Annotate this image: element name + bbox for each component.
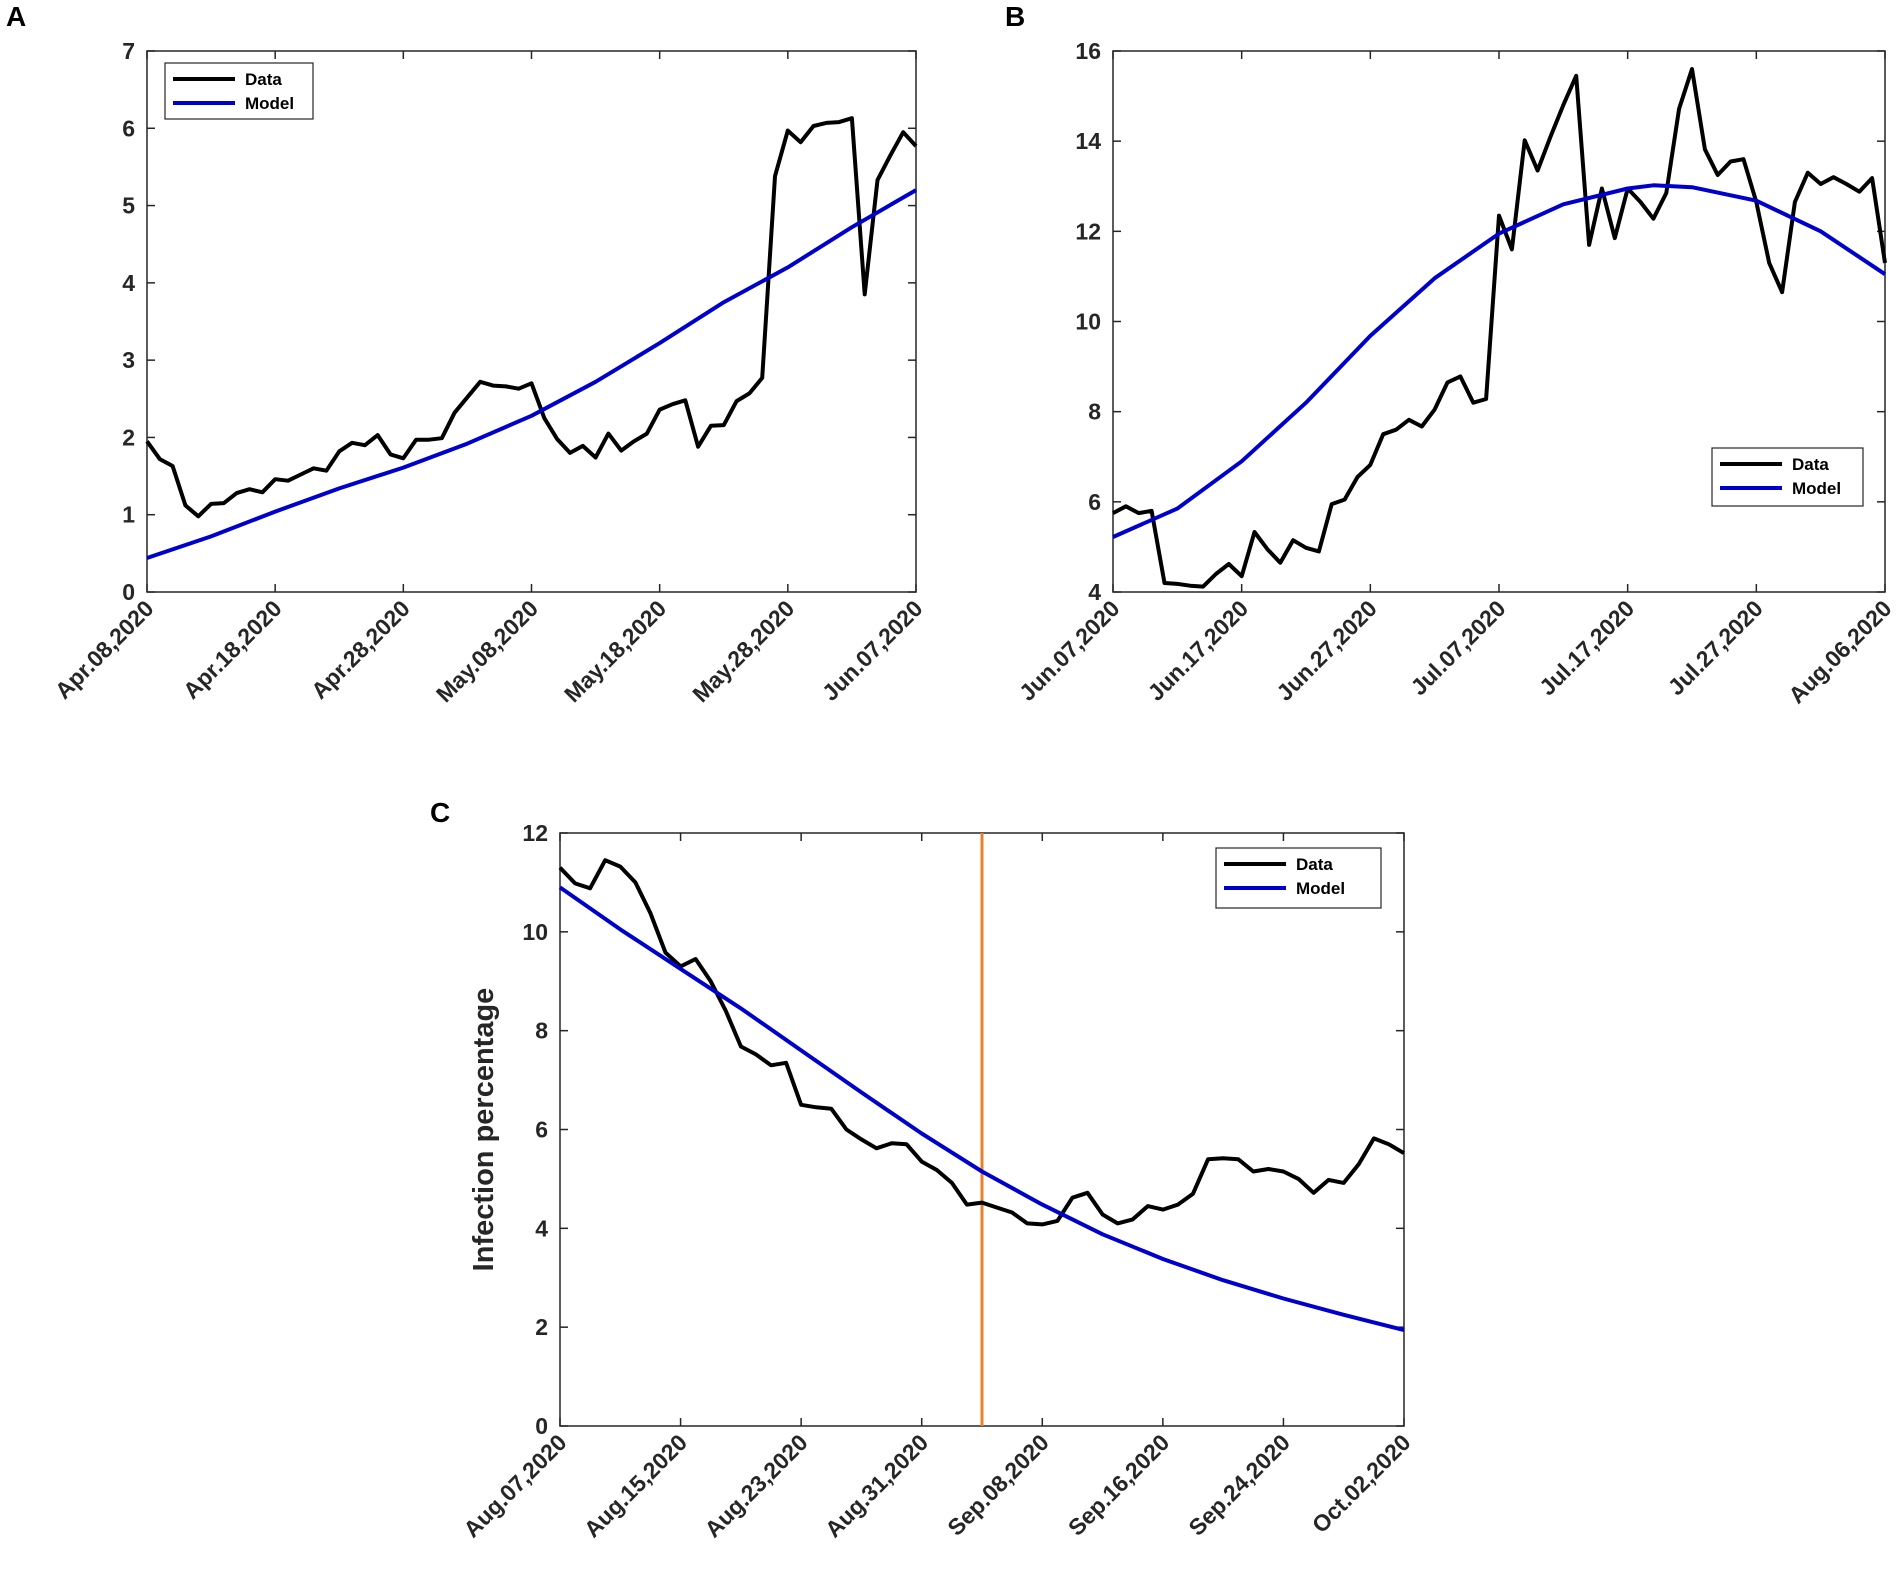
panel-c-xtick-label: Aug.31,2020 bbox=[820, 1429, 933, 1542]
panel-c-series-model bbox=[558, 885, 1405, 1333]
panel-c-ytick-label: 8 bbox=[535, 1018, 548, 1044]
panel-a-xtick-label: May.18,2020 bbox=[559, 595, 671, 707]
panel-a-xtick-label: May.28,2020 bbox=[687, 595, 799, 707]
panel-a-ytick-label: 1 bbox=[122, 502, 135, 528]
panel-b-xtick-label: Jul.07,2020 bbox=[1405, 595, 1510, 700]
panel-a-ytick-label: 7 bbox=[122, 38, 135, 64]
panel-b-xtick-label: Jul.17,2020 bbox=[1534, 595, 1639, 700]
panel-a-ytick-label: 3 bbox=[122, 347, 135, 373]
panel-a-plot-frame bbox=[146, 50, 917, 593]
panel-a-xtick-label: Apr.18,2020 bbox=[178, 595, 287, 704]
panel-b-series-model bbox=[1112, 183, 1887, 539]
panel-a-ytick-label: 4 bbox=[122, 270, 135, 296]
panel-b-legend-label-model: Model bbox=[1792, 479, 1841, 498]
panel-c-series-data bbox=[558, 858, 1406, 1227]
panel-c-ytick-label: 0 bbox=[535, 1413, 548, 1439]
panel-c-xtick-label: Oct.02,2020 bbox=[1307, 1429, 1416, 1538]
panel-b-legend-box bbox=[1711, 447, 1864, 507]
panel-c-ytick-label: 10 bbox=[522, 919, 548, 945]
panel-b-ytick-label: 6 bbox=[1088, 489, 1101, 515]
panel-b-xtick-label: Aug.06,2020 bbox=[1783, 595, 1896, 708]
panel-a-letter: A bbox=[6, 1, 26, 32]
panel-b-xtick-label: Jun.17,2020 bbox=[1143, 595, 1254, 706]
panel-a-legend: Data Model bbox=[164, 62, 314, 120]
panel-a-series-model bbox=[146, 188, 918, 560]
panel-a-ytick-label: 0 bbox=[122, 579, 135, 605]
panel-c-legend: Data Model bbox=[1215, 847, 1382, 909]
panel-b-series-data bbox=[1112, 67, 1887, 589]
panel-c-series bbox=[558, 833, 1406, 1426]
panel-b-ytick-label: 12 bbox=[1075, 218, 1101, 244]
panel-b-legend-label-data: Data bbox=[1792, 455, 1829, 474]
panel-b-ytick-label: 10 bbox=[1075, 309, 1101, 335]
panel-b-xtick-label: Jul.27,2020 bbox=[1663, 595, 1768, 700]
panel-c-xtick-label: Sep.16,2020 bbox=[1063, 1429, 1175, 1541]
panel-c-legend-label-data: Data bbox=[1296, 855, 1333, 874]
panel-c: C 0 2 4 6 8 10 12 Aug.07,2020 Aug.15,2020 Aug.23,… bbox=[430, 797, 1416, 1542]
panel-a-ytick-label: 2 bbox=[122, 424, 135, 450]
panel-c-axes: 0 2 4 6 8 10 12 Aug.07,2020 Aug.15,2020 Aug.23,20… bbox=[458, 820, 1415, 1542]
panel-c-ytick-label: 12 bbox=[522, 820, 548, 846]
panel-a-legend-label-data: Data bbox=[245, 70, 282, 89]
panel-c-xtick-label: Aug.15,2020 bbox=[579, 1429, 692, 1542]
panel-c-ytick-label: 6 bbox=[535, 1117, 548, 1143]
panel-a-xtick-label: Apr.08,2020 bbox=[50, 595, 159, 704]
panel-b-ytick-label: 16 bbox=[1075, 38, 1101, 64]
panel-a-legend-label-model: Model bbox=[245, 94, 294, 113]
panel-b-ytick-label: 8 bbox=[1088, 399, 1101, 425]
panel-c-xtick-label: Sep.24,2020 bbox=[1183, 1429, 1295, 1541]
panel-b-ytick-label: 14 bbox=[1075, 128, 1101, 154]
panel-a-legend-box bbox=[164, 62, 314, 120]
panel-c-ytick-label: 4 bbox=[535, 1215, 548, 1241]
panel-a: A 0 1 2 3 4 5 6 7 Apr.08,2020 Apr.18,2020 Apr.28,2… bbox=[6, 1, 928, 707]
panel-c-letter: C bbox=[430, 797, 450, 828]
panel-c-xtick-label: Aug.07,2020 bbox=[458, 1429, 571, 1542]
panel-c-legend-box bbox=[1215, 847, 1382, 909]
panel-a-ytick-label: 6 bbox=[122, 115, 135, 141]
panel-b-ytick-label: 4 bbox=[1088, 579, 1101, 605]
panel-b-axes: 4 6 8 10 12 14 16 Jun.07,2020 Jun.17,2020 Jun.27,… bbox=[1014, 38, 1897, 708]
panel-c-xtick-label: Sep.08,2020 bbox=[942, 1429, 1054, 1541]
panel-b-plot-frame bbox=[1112, 50, 1886, 593]
panel-c-ytick-label: 2 bbox=[535, 1314, 548, 1340]
panel-b-legend: Data Model bbox=[1711, 447, 1864, 507]
panel-a-series bbox=[145, 116, 918, 560]
panel-a-series-data bbox=[145, 116, 918, 519]
panel-c-legend-label-model: Model bbox=[1296, 879, 1345, 898]
panel-c-xtick-label: Aug.23,2020 bbox=[699, 1429, 812, 1542]
panel-b-series bbox=[1112, 67, 1887, 589]
panel-a-xtick-label: May.08,2020 bbox=[431, 595, 543, 707]
panel-a-xtick-label: Apr.28,2020 bbox=[306, 595, 415, 704]
panel-b-xtick-label: Jun.07,2020 bbox=[1014, 595, 1125, 706]
panel-a-xtick-label: Jun.07,2020 bbox=[817, 595, 928, 706]
panel-b-letter: B bbox=[1005, 1, 1025, 32]
panel-c-ylabel: Infection percentage bbox=[468, 988, 500, 1272]
panel-b-xtick-label: Jun.27,2020 bbox=[1271, 595, 1382, 706]
panel-b: B 4 6 8 10 12 14 16 Jun.07,2020 Jun.17,2020 Jun.2… bbox=[1005, 1, 1897, 708]
panel-a-ytick-label: 5 bbox=[122, 193, 135, 219]
